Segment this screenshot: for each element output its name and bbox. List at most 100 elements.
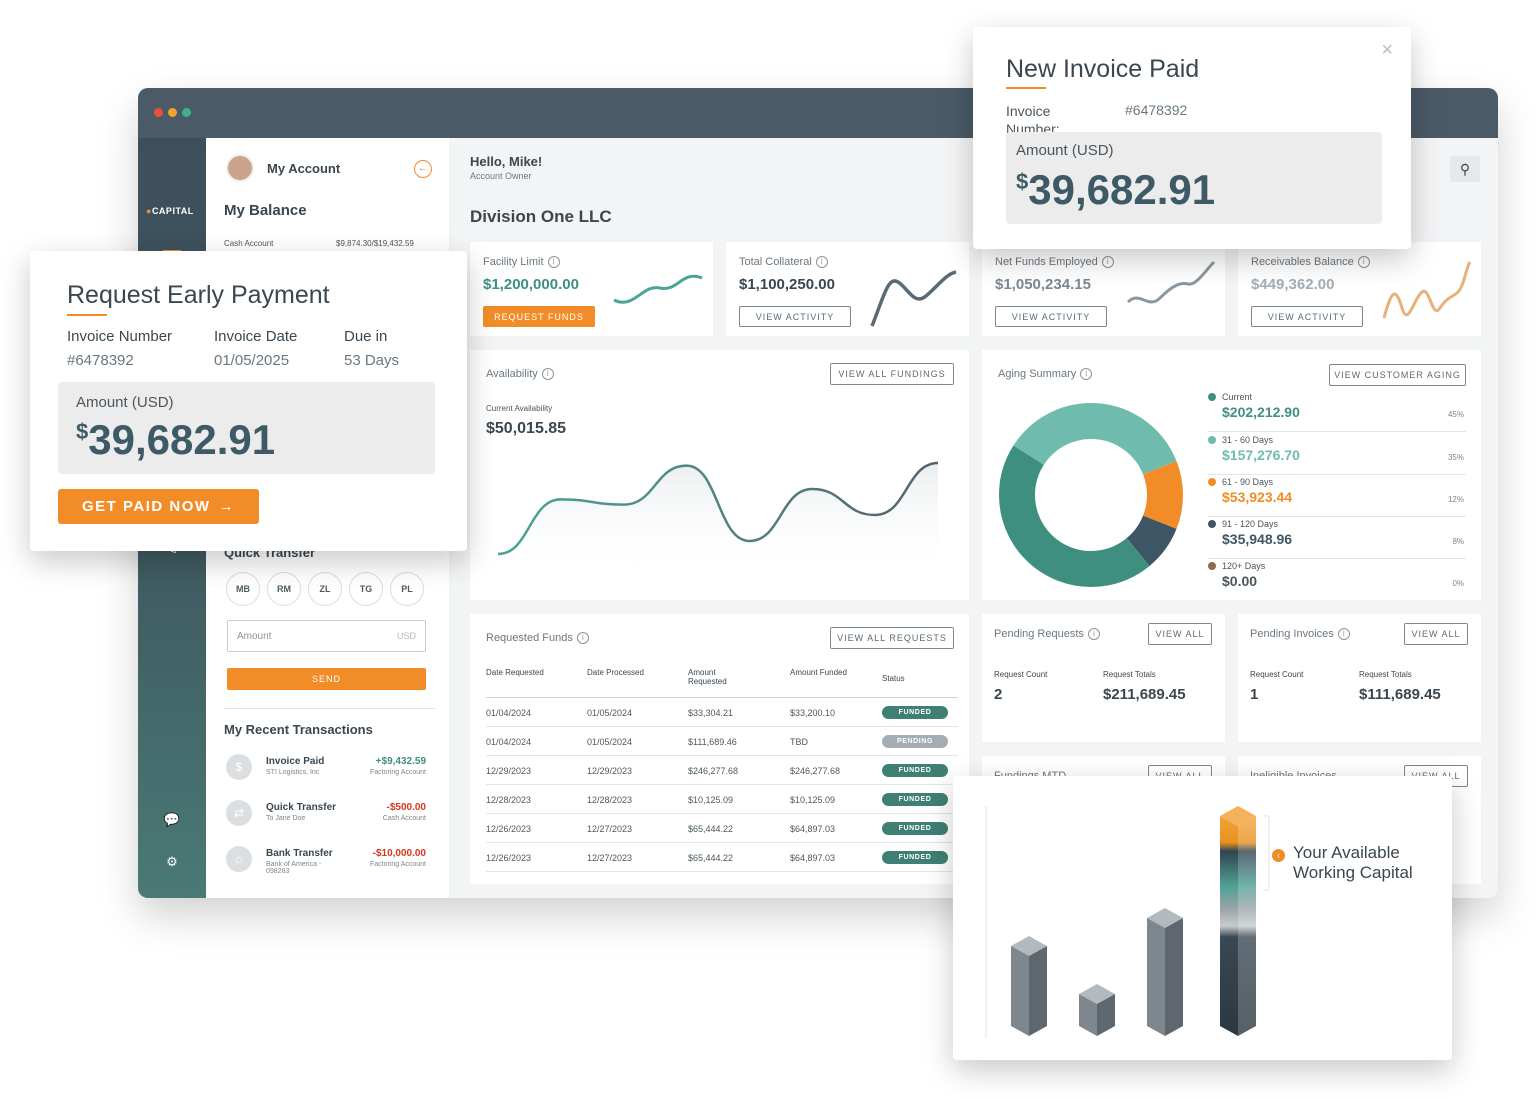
working-capital-bar-graphic [985, 806, 1270, 1038]
contact-tg[interactable]: TG [349, 572, 383, 606]
view-activity-button[interactable]: VIEW ACTIVITY [739, 306, 851, 327]
contact-zl[interactable]: ZL [308, 572, 342, 606]
request-totals-label: Request Totals [1359, 670, 1412, 679]
amount-label: Amount (USD) [76, 394, 174, 411]
popup-title: New Invoice Paid [1006, 55, 1200, 83]
legend-dot [1208, 393, 1216, 401]
view-customer-aging-button[interactable]: VIEW CUSTOMER AGING [1329, 364, 1466, 386]
sparkline [870, 270, 957, 327]
pending-invoices-card: Pending Invoices i VIEW ALL Request Count… [1238, 614, 1481, 742]
info-icon[interactable]: i [541, 368, 554, 381]
col-date-requested: Date Requested [486, 668, 544, 677]
request-count-label: Request Count [1250, 670, 1304, 679]
aging-legend-91-120: 91 - 120 Days $35,948.96 8% [1208, 517, 1466, 559]
legend-label: Current [1222, 392, 1253, 402]
transaction-name: Quick Transfer [266, 802, 337, 813]
info-icon[interactable]: i [1101, 256, 1114, 269]
view-all-fundings-button[interactable]: VIEW ALL FUNDINGS [830, 363, 954, 385]
amount-value: $39,682.91 [1016, 166, 1216, 213]
divider [224, 708, 436, 709]
pending-requests-card: Pending Requests i VIEW ALL Request Count… [982, 614, 1225, 742]
arrow-right-icon: → [218, 498, 236, 515]
info-icon[interactable]: i [1357, 256, 1370, 269]
contact-rm[interactable]: RM [267, 572, 301, 606]
amount-placeholder: Amount [237, 631, 272, 642]
invoice-number-value: #6478392 [1125, 102, 1188, 118]
transaction-item[interactable]: ⌂ Bank Transfer Bank of America - 098263… [226, 846, 426, 890]
legend-value: $0.00 [1222, 573, 1258, 589]
donut-slice [999, 403, 1183, 587]
transaction-account: Cash Account [382, 815, 426, 822]
working-capital-popup: ‹ Your Available Working Capital [953, 776, 1452, 1060]
back-arrow-icon[interactable]: ← [414, 160, 432, 178]
request-totals-value: $211,689.45 [1103, 686, 1186, 703]
metric-card-receivables: Receivables Balance i $449,362.00 VIEW AC… [1238, 242, 1481, 336]
request-funds-button[interactable]: REQUEST FUNDS [483, 306, 595, 327]
view-activity-button[interactable]: VIEW ACTIVITY [1251, 306, 1363, 327]
table-row[interactable]: 12/29/2023 12/29/2023 $246,277.68 $246,277.… [486, 756, 958, 785]
legend-dot [1208, 478, 1216, 486]
gear-icon[interactable]: ⚙ [166, 854, 178, 869]
table-row[interactable]: 12/28/2023 12/28/2023 $10,125.09 $10,125.09… [486, 785, 958, 814]
col-status: Status [882, 674, 905, 683]
info-icon[interactable]: i [547, 256, 560, 269]
status-badge: PENDING [882, 735, 948, 748]
close-icon[interactable]: × [1381, 39, 1393, 61]
legend-value: $53,923.44 [1222, 489, 1293, 505]
get-paid-now-button[interactable]: GET PAID NOW → [58, 489, 259, 524]
view-activity-button[interactable]: VIEW ACTIVITY [995, 306, 1107, 327]
view-all-button[interactable]: VIEW ALL [1404, 623, 1468, 645]
role-label: Account Owner [470, 171, 532, 181]
request-early-payment-popup: Request Early Payment Invoice Number #64… [30, 251, 467, 551]
popup-title: Request Early Payment [67, 281, 330, 309]
col-amount-funded: Amount Funded [790, 668, 847, 677]
legend-pct: 45% [1447, 410, 1464, 419]
legend-dot [1208, 562, 1216, 570]
table-row[interactable]: 12/26/2023 12/27/2023 $65,444.22 $64,897.03… [486, 814, 958, 843]
info-icon[interactable]: i [1080, 368, 1093, 381]
pending-invoices-title: Pending Invoices i [1250, 628, 1350, 641]
minimize-dot[interactable] [168, 108, 177, 117]
status-badge: FUNDED [882, 851, 948, 864]
chevron-left-icon: ‹ [1272, 849, 1285, 862]
amount-input[interactable]: Amount USD [227, 620, 426, 652]
info-icon[interactable]: i [576, 632, 589, 645]
sparkline [1126, 260, 1216, 304]
info-icon[interactable]: i [1337, 628, 1350, 641]
view-all-requests-button[interactable]: VIEW ALL REQUESTS [830, 627, 954, 649]
contact-mb[interactable]: MB [226, 572, 260, 606]
availability-card: Availability i VIEW ALL FUNDINGS Current … [470, 350, 969, 600]
maximize-dot[interactable] [182, 108, 191, 117]
amount-box: Amount (USD) $39,682.91 [58, 382, 435, 474]
col-amount-requested: Amount Requested [688, 668, 727, 686]
metric-label: Total Collateral i [739, 256, 828, 269]
search-icon[interactable]: ⚲ [1450, 156, 1480, 182]
invoice-number-value: #6478392 [67, 352, 134, 369]
pending-requests-title: Pending Requests i [994, 628, 1100, 641]
table-row[interactable]: 12/26/2023 12/27/2023 $65,444.22 $64,897.03… [486, 843, 958, 872]
view-all-button[interactable]: VIEW ALL [1148, 623, 1212, 645]
table-row[interactable]: 01/04/2024 01/05/2024 $33,304.21 $33,200.10… [486, 698, 958, 727]
transaction-item[interactable]: ⇄ Quick Transfer To Jane Doe -$500.00 Ca… [226, 800, 426, 844]
request-count-label: Request Count [994, 670, 1048, 679]
amount-box: Amount (USD) $39,682.91 [1006, 132, 1382, 224]
greeting: Hello, Mike! [470, 154, 543, 169]
request-totals-value: $111,689.45 [1359, 686, 1441, 703]
legend-label: 61 - 90 Days [1222, 477, 1274, 487]
metric-value: $449,362.00 [1251, 276, 1335, 293]
col-date-processed: Date Processed [587, 668, 644, 677]
metric-label: Receivables Balance i [1251, 256, 1370, 269]
info-icon[interactable]: i [815, 256, 828, 269]
due-in-value: 53 Days [344, 352, 400, 369]
contact-pl[interactable]: PL [390, 572, 424, 606]
status-badge: FUNDED [882, 706, 948, 719]
info-icon[interactable]: i [1087, 628, 1100, 641]
requested-funds-card: Requested Funds i VIEW ALL REQUESTS Date … [470, 614, 969, 884]
chat-icon[interactable]: 💬 [163, 812, 181, 827]
send-button[interactable]: SEND [227, 668, 426, 690]
close-dot[interactable] [154, 108, 163, 117]
availability-line-chart [497, 461, 939, 580]
legend-label: 91 - 120 Days [1222, 519, 1279, 529]
table-row[interactable]: 01/04/2024 01/05/2024 $111,689.46 TBD PENDIN… [486, 727, 958, 756]
transaction-item[interactable]: $ Invoice Paid STI Logistics, Inc +$9,43… [226, 754, 426, 798]
